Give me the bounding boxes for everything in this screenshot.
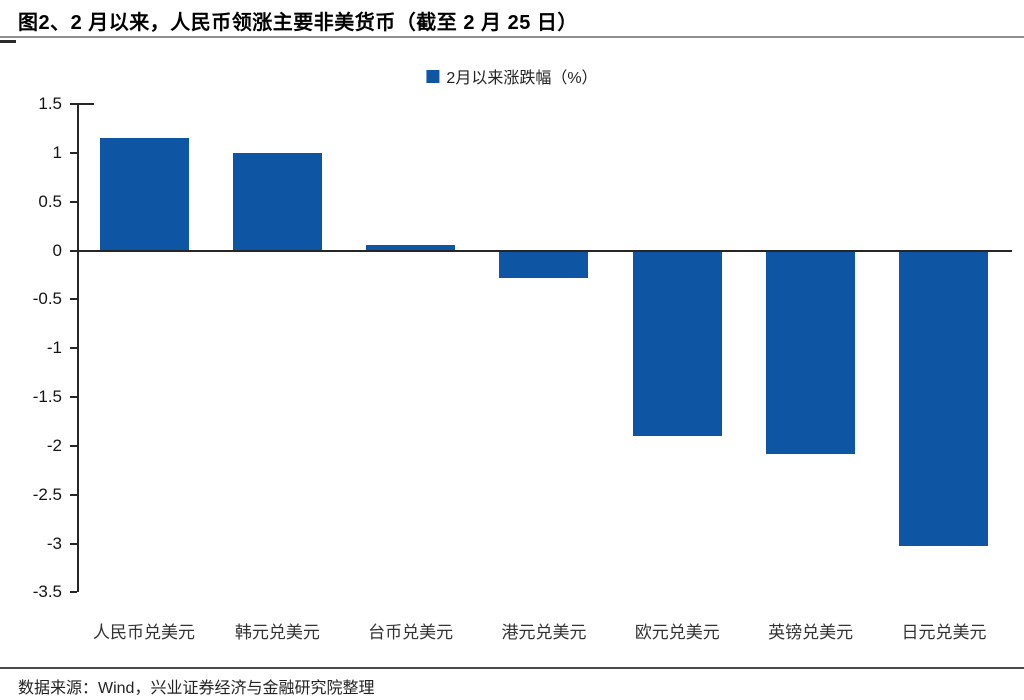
- bar: [366, 244, 456, 251]
- y-axis-tick: [70, 493, 77, 496]
- footer-divider: [0, 667, 1024, 669]
- y-tick-label: -1: [46, 338, 62, 358]
- y-axis-tick: [70, 102, 77, 105]
- y-tick-label: -3: [46, 533, 62, 553]
- y-tick-label: -3.5: [32, 582, 62, 602]
- y-tick-label: 1.5: [38, 93, 62, 113]
- chart-legend: 2月以来涨跌幅（%）: [426, 64, 598, 88]
- bar: [232, 152, 322, 251]
- y-axis-tick: [70, 396, 77, 398]
- y-axis-tick: [70, 200, 77, 203]
- title-divider-dash: [0, 40, 16, 43]
- legend-swatch-icon: [426, 69, 440, 83]
- y-axis-tick: [70, 347, 77, 350]
- bar: [99, 138, 189, 251]
- y-tick-label: -2: [46, 435, 62, 455]
- y-tick-label: -1.5: [32, 387, 62, 406]
- zero-axis-line: [77, 249, 1012, 252]
- x-category-label: 台币兑美元: [368, 623, 454, 642]
- x-category-label: 英镑兑美元: [768, 623, 854, 642]
- x-category-label: 韩元兑美元: [234, 623, 320, 642]
- y-tick-label: -2.5: [32, 484, 62, 504]
- title-divider: [0, 36, 1024, 38]
- y-tick-label: -0.5: [32, 289, 62, 309]
- y-axis-tick: [70, 591, 77, 594]
- y-axis-tick: [70, 444, 77, 447]
- y-tick-label: 0.5: [38, 191, 62, 211]
- bar: [899, 250, 989, 547]
- y-tick-label: 1: [52, 142, 62, 162]
- y-axis-tick: [70, 542, 77, 545]
- bar: [766, 250, 856, 454]
- x-category-label: 港元兑美元: [501, 623, 587, 642]
- y-axis-tick: [70, 298, 77, 301]
- y-axis-tick: [70, 151, 77, 154]
- bar: [632, 250, 722, 437]
- bar: [499, 250, 589, 278]
- bar-chart: 1.5 1 0.5 0 -0.5 -1 -1.5 -2 -2.5 -3 -3.5 人民币兑美元 韩元兑美…: [0, 90, 1024, 650]
- y-tick-label: 0: [52, 240, 62, 260]
- legend-label: 2月以来涨跌幅（%）: [446, 70, 598, 87]
- y-axis-tick: [70, 249, 77, 252]
- x-category-label: 日元兑美元: [901, 623, 987, 642]
- y-axis-top-cap: [77, 102, 94, 105]
- x-category-label: 欧元兑美元: [634, 623, 720, 642]
- figure-title: 图2、2 月以来，人民币领涨主要非美货币（截至 2 月 25 日）: [18, 12, 578, 34]
- source-note: 数据来源：Wind，兴业证券经济与金融研究院整理: [18, 680, 375, 697]
- x-category-label: 人民币兑美元: [93, 623, 195, 642]
- y-axis-line: [77, 103, 79, 593]
